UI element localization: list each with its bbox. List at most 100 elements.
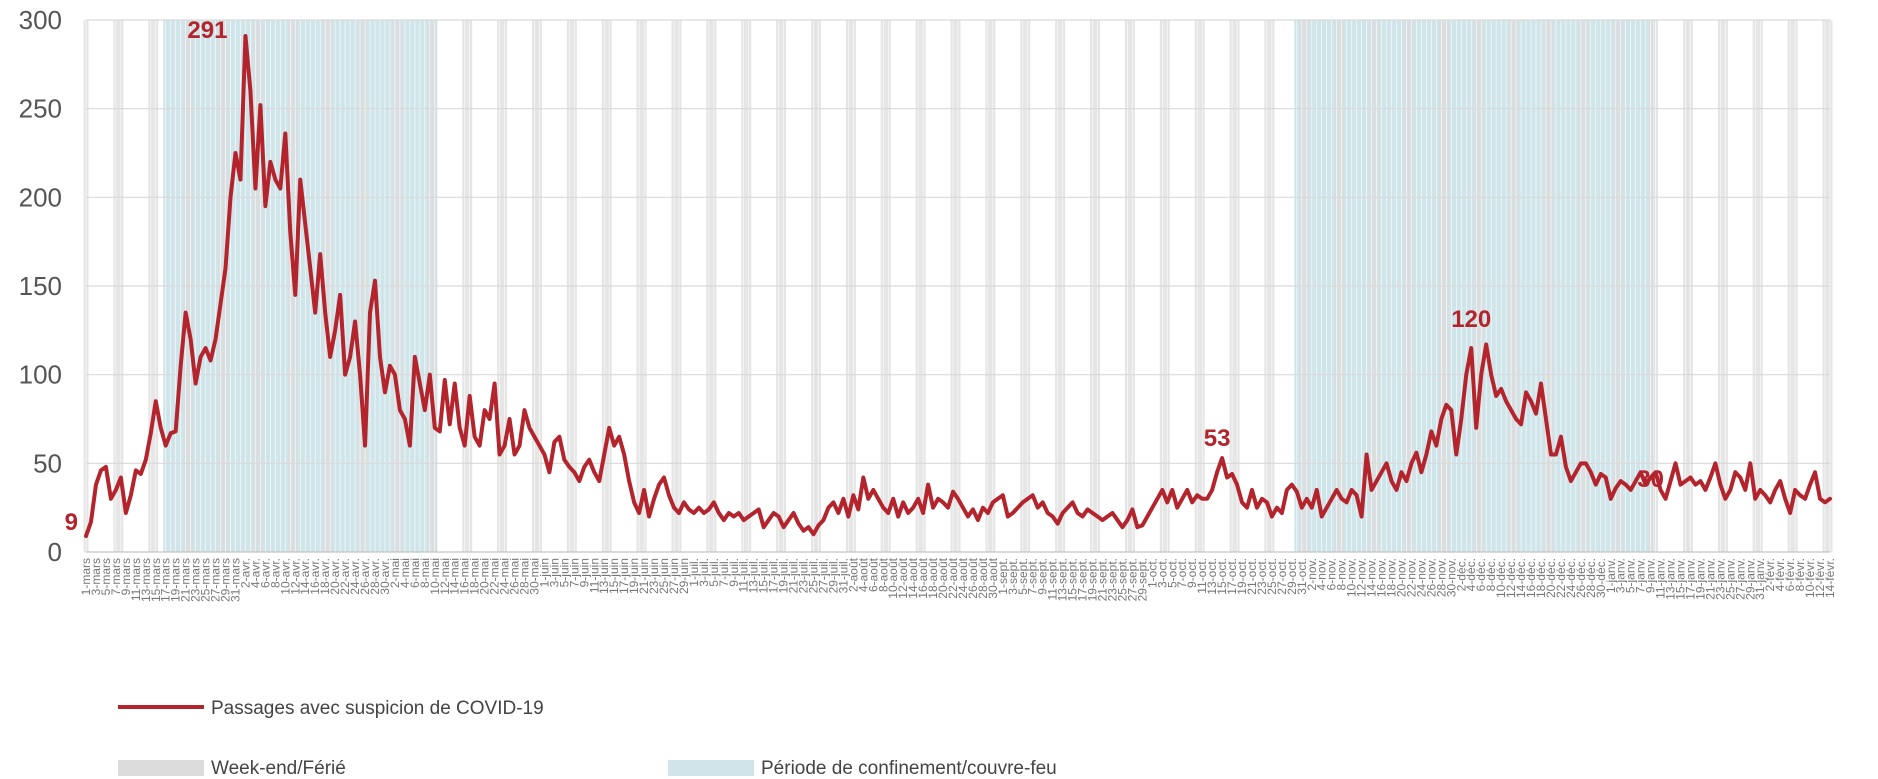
- x-tick-label: 12-févr.: [1813, 558, 1827, 598]
- x-tick-label: 13-sept.: [1056, 558, 1070, 601]
- x-tick-label: 13-janv.: [1664, 558, 1678, 600]
- x-tick-label: 30-nov.: [1444, 558, 1458, 597]
- x-tick-label: 14-nov.: [1365, 558, 1379, 597]
- x-tick-label: 21-janv.: [1703, 558, 1717, 600]
- x-tick-label: 4-déc.: [1464, 558, 1478, 591]
- y-tick-label: 50: [33, 448, 62, 478]
- x-tick-label: 17-mars: [159, 558, 173, 602]
- x-tick-label: 1-oct.: [1145, 558, 1159, 588]
- x-tick-label: 26-août: [966, 557, 980, 598]
- x-tick-label: 30-août: [986, 557, 1000, 598]
- x-tick-label: 3-juin: [547, 558, 561, 587]
- x-tick-label: 2-août: [846, 557, 860, 592]
- x-tick-label: 4-août: [856, 557, 870, 592]
- x-tick-label: 22-août: [946, 557, 960, 598]
- x-tick-label: 23-juil.: [797, 558, 811, 593]
- x-tick-label: 19-janv.: [1693, 558, 1707, 600]
- x-tick-label: 9-janv.: [1644, 558, 1658, 593]
- x-tick-label: 24-mai: [498, 558, 512, 595]
- x-tick-label: 20-nov.: [1394, 558, 1408, 597]
- y-tick-label: 100: [19, 360, 62, 390]
- x-tick-label: 7-juin: [567, 558, 581, 587]
- x-tick-label: 1-janv.: [1604, 558, 1618, 593]
- x-tick-label: 14-févr.: [1823, 558, 1837, 598]
- x-tick-label: 3-janv.: [1614, 558, 1628, 593]
- x-tick-label: 13-juil.: [747, 558, 761, 593]
- x-tick-label: 9-juil.: [727, 558, 741, 587]
- x-tick-label: 27-juil.: [816, 558, 830, 593]
- x-tick-label: 23-oct.: [1255, 558, 1269, 595]
- x-tick-label: 28-avr.: [368, 558, 382, 595]
- x-tick-label: 6-mai: [408, 558, 422, 588]
- x-tick-label: 14-août: [906, 557, 920, 598]
- x-tick-label: 1-juin: [537, 558, 551, 587]
- x-tick-label: 19-oct.: [1235, 558, 1249, 595]
- x-tick-label: 23-mars: [189, 558, 203, 602]
- x-tick-label: 12-août: [896, 557, 910, 598]
- x-tick-label: 6-nov.: [1325, 558, 1339, 590]
- x-tick-label: 7-sept.: [1026, 558, 1040, 595]
- x-tick-label: 5-oct.: [1165, 558, 1179, 588]
- x-tick-label: 10-févr.: [1803, 558, 1817, 598]
- x-tick-label: 10-déc.: [1494, 558, 1508, 598]
- x-tick-label: 12-mai: [438, 558, 452, 595]
- x-tick-label: 23-janv.: [1713, 558, 1727, 600]
- x-tick-label: 24-avr.: [348, 558, 362, 595]
- x-tick-label: 19-mars: [169, 558, 183, 602]
- x-tick-label: 2-déc.: [1454, 558, 1468, 591]
- x-tick-label: 31-juil.: [836, 558, 850, 593]
- y-tick-label: 200: [19, 182, 62, 212]
- x-tick-label: 25-janv.: [1723, 558, 1737, 600]
- x-tick-label: 2-févr.: [1763, 558, 1777, 591]
- x-tick-label: 4-avr.: [248, 558, 262, 588]
- series-line: [84, 33, 1832, 539]
- x-tick-label: 20-mai: [478, 558, 492, 595]
- x-tick-label: 26-avr.: [358, 558, 372, 595]
- x-tick-label: 11-oct.: [1195, 558, 1209, 594]
- legend: Passages avec suspicion de COVID-19 Week…: [118, 698, 1057, 779]
- x-tick-label: 14-avr.: [298, 558, 312, 595]
- x-tick-label: 16-nov.: [1375, 558, 1389, 597]
- x-tick-label: 17-juin: [617, 558, 631, 594]
- x-tick-label: 4-févr.: [1773, 558, 1787, 591]
- legend-swatch-weekend: [118, 760, 204, 776]
- legend-swatch-confinement: [668, 760, 754, 776]
- x-tick-label: 13-oct.: [1205, 558, 1219, 595]
- x-tick-label: 22-mai: [488, 558, 502, 595]
- x-tick-label: 17-oct.: [1225, 558, 1239, 595]
- x-tick-label: 14-déc.: [1514, 558, 1528, 598]
- x-tick-label: 20-déc.: [1544, 558, 1558, 598]
- x-tick-label: 3-oct.: [1155, 558, 1169, 588]
- annotation-label: 53: [1204, 425, 1231, 452]
- x-tick-label: 7-mars: [109, 558, 123, 595]
- x-tick-label: 26-mai: [508, 558, 522, 595]
- x-tick-label: 12-nov.: [1355, 558, 1369, 597]
- x-tick-label: 27-juin: [667, 558, 681, 594]
- x-tick-label: 2-nov.: [1305, 558, 1319, 590]
- annotation-label: 291: [187, 17, 227, 44]
- x-tick-label: 29-sept.: [1135, 558, 1149, 601]
- x-tick-label: 21-mars: [179, 558, 193, 602]
- x-tick-label: 18-nov.: [1385, 558, 1399, 597]
- x-tick-label: 10-mai: [428, 558, 442, 595]
- x-tick-label: 7-juil.: [717, 558, 731, 587]
- x-tick-label: 15-janv.: [1674, 558, 1688, 600]
- x-tick-label: 15-juil.: [757, 558, 771, 593]
- x-tick-label: 28-déc.: [1584, 558, 1598, 598]
- x-tick-label: 28-août: [976, 557, 990, 598]
- x-tick-label: 20-avr.: [328, 558, 342, 595]
- x-tick-label: 1-juil.: [687, 558, 701, 587]
- x-tick-label: 2-avr.: [238, 558, 252, 588]
- x-tick-label: 30-avr.: [378, 558, 392, 595]
- x-axis: 1-mars3-mars5-mars7-mars9-mars11-mars13-…: [79, 551, 1837, 602]
- x-tick-label: 16-août: [916, 557, 930, 598]
- x-tick-label: 6-avr.: [258, 558, 272, 588]
- x-tick-label: 16-avr.: [308, 558, 322, 595]
- x-tick-label: 16-mai: [458, 558, 472, 595]
- x-tick-label: 10-nov.: [1345, 558, 1359, 597]
- x-tick-label: 11-mars: [129, 558, 143, 601]
- x-tick-label: 27-oct.: [1275, 558, 1289, 595]
- x-tick-label: 8-août: [876, 557, 890, 592]
- x-tick-label: 22-nov.: [1404, 558, 1418, 597]
